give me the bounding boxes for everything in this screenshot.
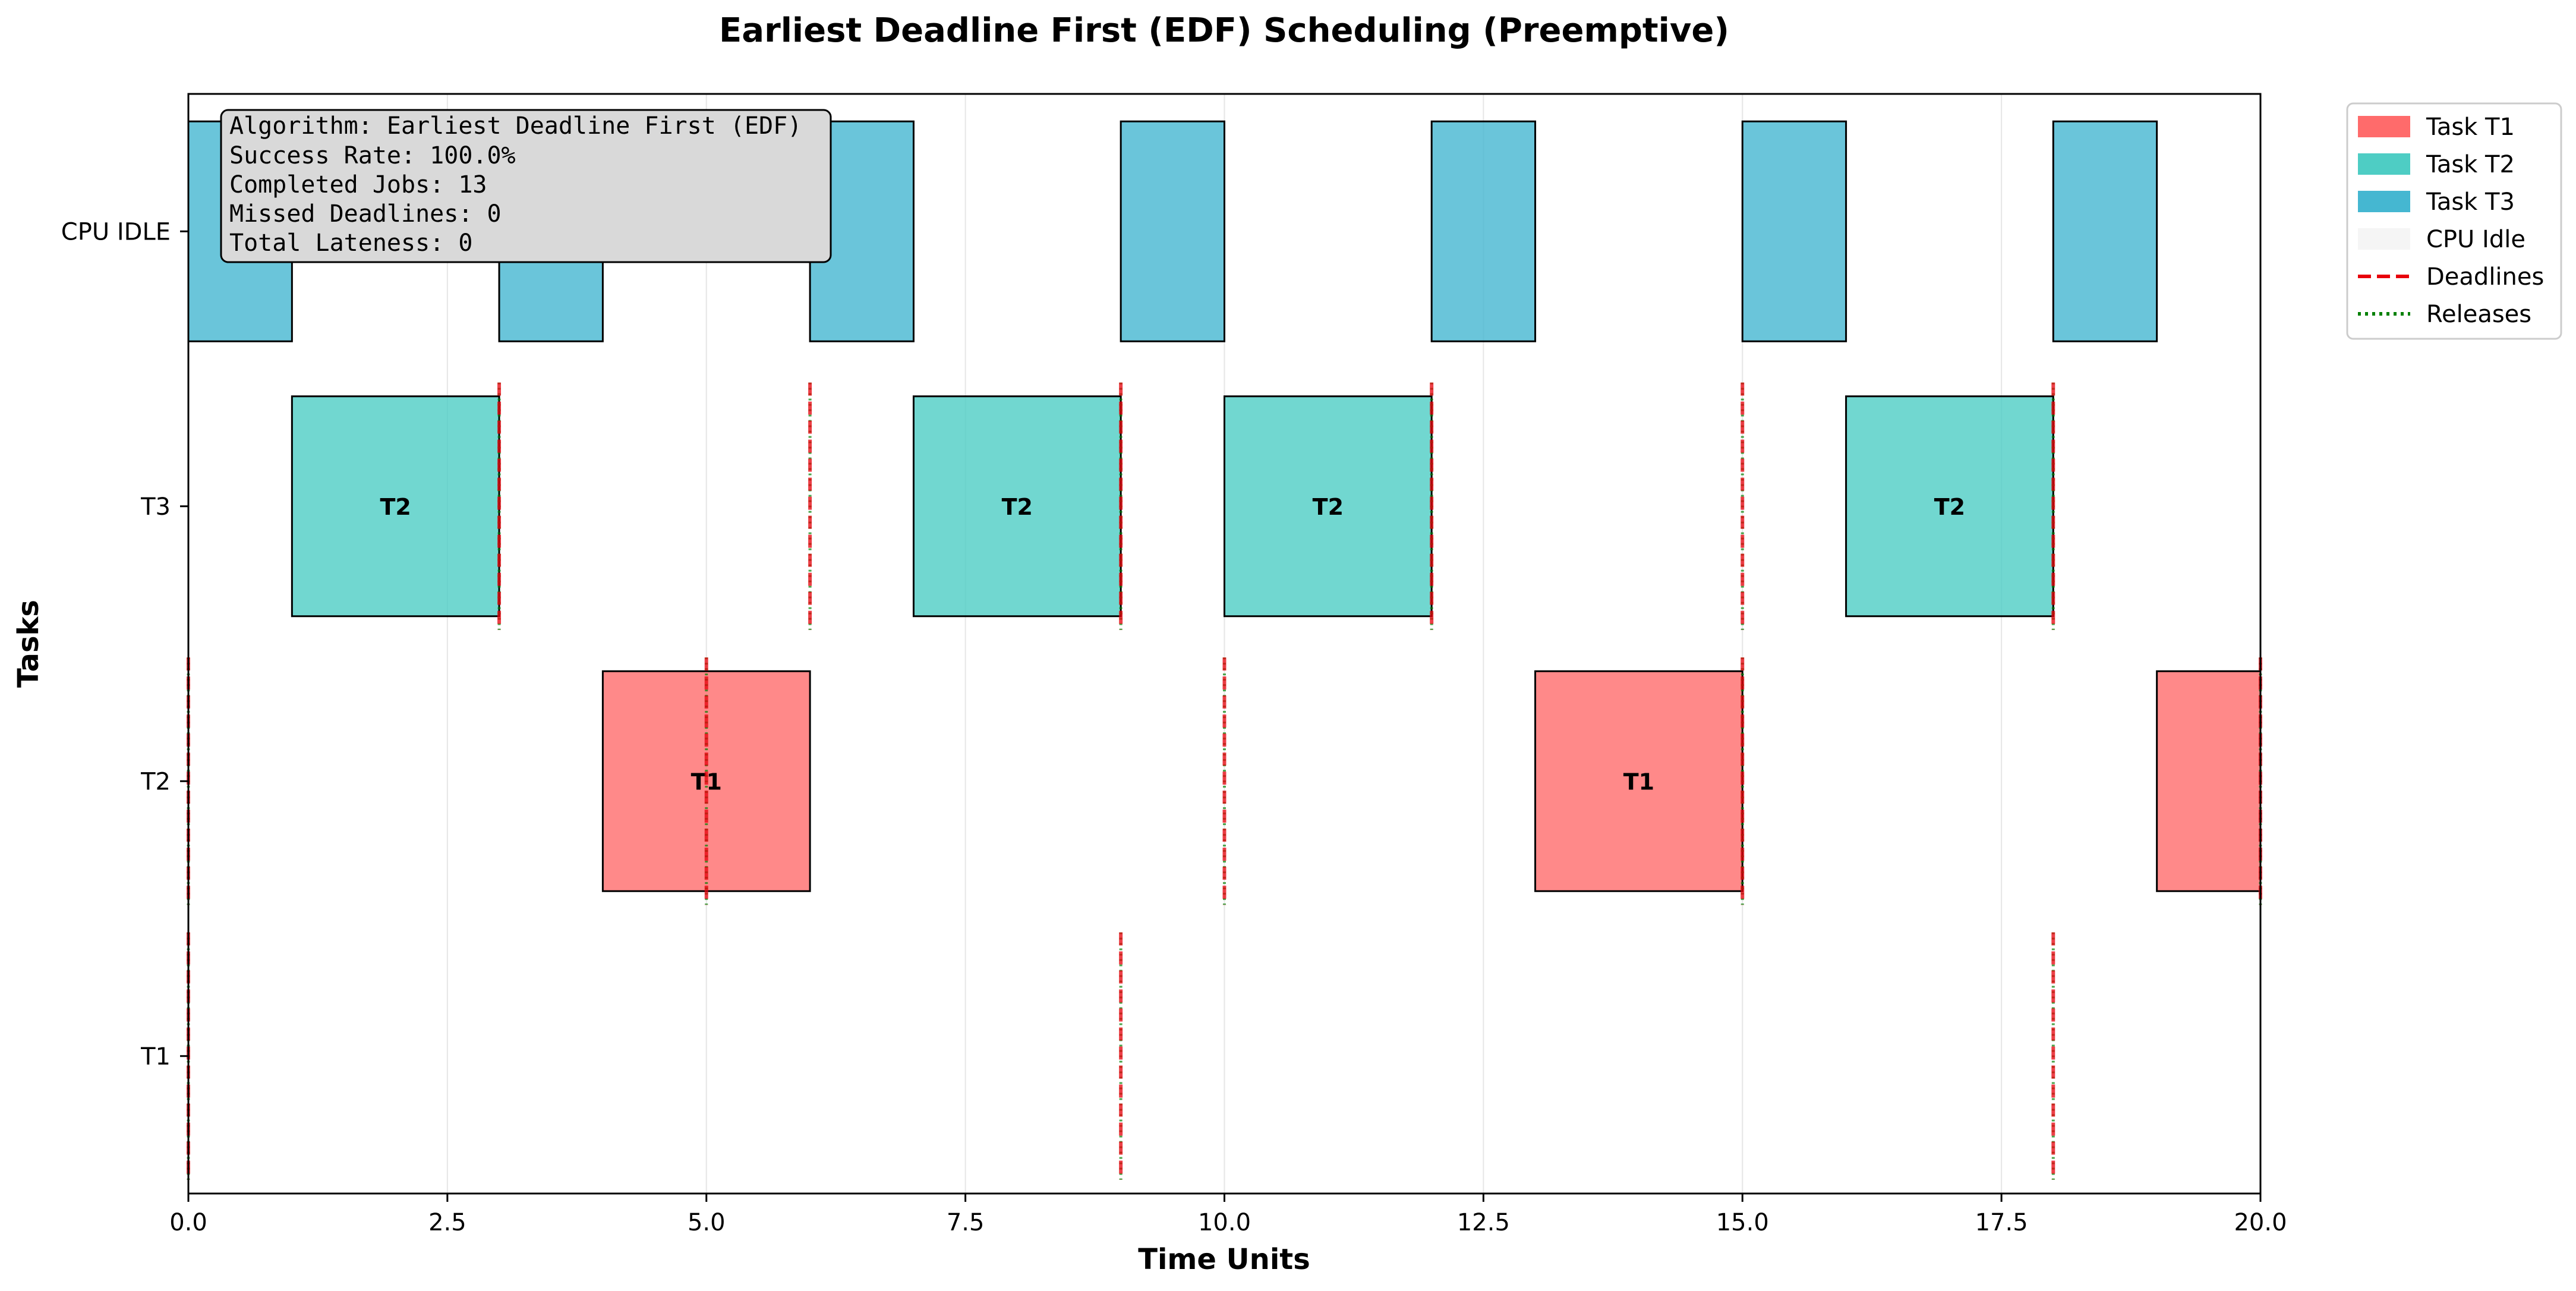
info-line-completed-jobs: Completed Jobs: 13: [229, 171, 487, 199]
chart-title: Earliest Deadline First (EDF) Scheduling…: [719, 11, 1729, 50]
info-box-background: [220, 109, 832, 263]
segment-t2-5: [912, 395, 1122, 618]
segment-label-5: T2: [1002, 494, 1033, 520]
x-tick-label-0: 0.0: [169, 1209, 207, 1236]
info-line-total-lateness: Total Lateness: 0: [229, 229, 472, 257]
segment-t3-6: [1120, 120, 1226, 342]
legend-swatch-2: [2358, 191, 2410, 212]
info-line-algorithm: Algorithm: Earliest Deadline First (EDF): [229, 112, 802, 140]
segment-t1-13: [2156, 670, 2262, 892]
y-tick-label-3: CPU IDLE: [61, 218, 171, 245]
x-tick-label-6: 15.0: [1716, 1209, 1769, 1236]
x-tick-label-4: 10.0: [1198, 1209, 1251, 1236]
segment-label-11: T2: [1934, 494, 1965, 520]
x-tick-label-8: 20.0: [2234, 1209, 2287, 1236]
y-axis-ticks: T1 T2 T3 CPU IDLE: [61, 218, 188, 1070]
y-tick-label-0: T1: [140, 1043, 171, 1070]
legend: Task T1 Task T2 Task T3 CPU Idle Deadlines Re…: [2346, 102, 2562, 340]
x-tick-label-7: 17.5: [1975, 1209, 2028, 1236]
segment-t2-11: [1845, 395, 2054, 618]
segment-t3-12: [2052, 120, 2158, 342]
segment-t1-9: [1534, 670, 1743, 892]
x-tick-label-2: 5.0: [688, 1209, 726, 1236]
y-tick-label-2: T3: [140, 493, 171, 521]
segment-t3-10: [1741, 120, 1847, 342]
y-axis-label: Tasks: [12, 600, 45, 688]
legend-label-5: Releases: [2426, 301, 2531, 328]
info-box: Algorithm: Earliest Deadline First (EDF)…: [220, 109, 832, 263]
x-tick-label-5: 12.5: [1457, 1209, 1510, 1236]
legend-label-0: Task T1: [2426, 114, 2515, 141]
x-tick-label-1: 2.5: [428, 1209, 466, 1236]
legend-label-3: CPU Idle: [2426, 226, 2525, 253]
segment-t3-8: [1430, 120, 1537, 342]
segment-t2-1: [291, 395, 500, 618]
info-line-success-rate: Success Rate: 100.0%: [229, 142, 516, 169]
legend-swatch-3: [2358, 228, 2410, 250]
schedule-bars: T2T1T2T2T1T2: [187, 120, 2262, 892]
legend-label-1: Task T2: [2426, 151, 2515, 178]
x-axis-ticks: 0.0 2.5 5.0 7.5 10.0 12.5 15.0 17.5 20.0: [169, 1194, 2287, 1236]
segment-t2-7: [1224, 395, 1433, 618]
legend-swatch-0: [2358, 116, 2410, 137]
segment-label-1: T2: [380, 494, 411, 520]
legend-label-2: Task T3: [2426, 188, 2515, 216]
info-line-missed-deadlines: Missed Deadlines: 0: [229, 200, 502, 228]
legend-swatch-1: [2358, 153, 2410, 175]
y-tick-label-1: T2: [140, 768, 171, 795]
x-axis-label: Time Units: [1138, 1243, 1310, 1276]
segment-label-9: T1: [1623, 769, 1654, 795]
legend-label-4: Deadlines: [2426, 263, 2544, 291]
segment-label-7: T2: [1313, 494, 1344, 520]
x-tick-label-3: 7.5: [947, 1209, 985, 1236]
